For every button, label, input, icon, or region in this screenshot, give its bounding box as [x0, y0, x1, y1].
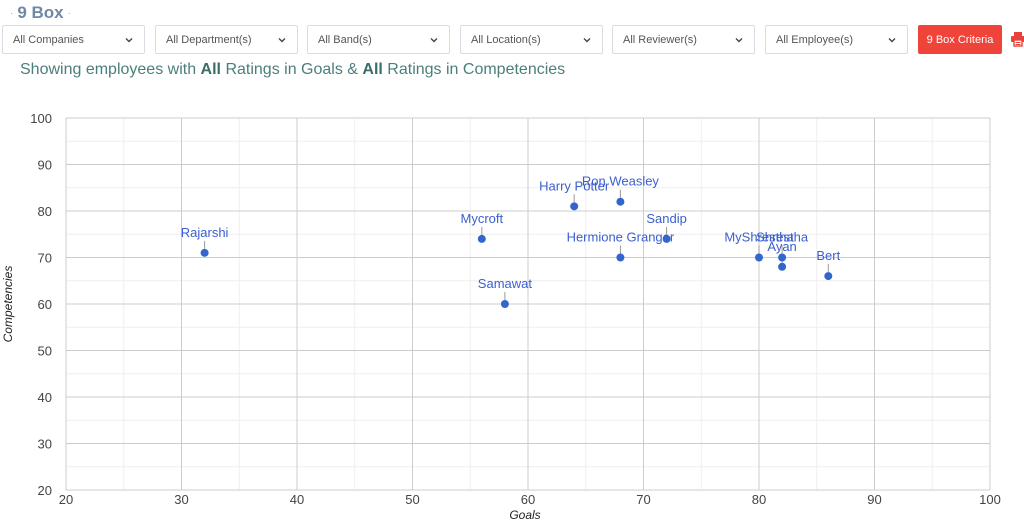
y-tick-label: 50 — [38, 344, 52, 359]
data-point — [477, 234, 486, 243]
data-point — [616, 197, 625, 206]
y-axis-title: Competencies — [1, 266, 15, 343]
data-point — [755, 253, 763, 262]
nine-box-scatter-chart: 20 30 40 50 60 70 80 90 100 20 30 40 50 60 70 80 90 100 Go… — [1, 111, 1001, 522]
chevron-down-icon — [582, 35, 592, 45]
filter-label: All Location(s) — [471, 33, 541, 46]
y-tick-label: 20 — [38, 483, 52, 498]
chart-subtitle: Showing employees with All Ratings in Go… — [20, 61, 565, 83]
data-point — [200, 248, 209, 257]
y-tick-label: 90 — [38, 158, 52, 173]
filter-bar: All Companies All Department(s) All Band… — [2, 25, 1024, 54]
chevron-down-icon — [429, 35, 439, 45]
x-tick-label: 60 — [521, 492, 535, 507]
title-dot-left: · — [10, 7, 14, 19]
point-label: Sandip — [646, 211, 686, 226]
x-tick-label: 40 — [290, 492, 304, 507]
data-point — [662, 234, 671, 243]
point-label: Ron Weasley — [582, 174, 660, 189]
filter-employee[interactable]: All Employee(s) — [765, 25, 908, 54]
filter-label: All Companies — [13, 33, 84, 46]
point-label: Samawat — [478, 276, 533, 291]
chevron-down-icon — [734, 35, 744, 45]
data-point — [570, 202, 579, 211]
nine-box-criteria-button[interactable]: 9 Box Criteria — [918, 25, 1002, 54]
subtitle-middle: Ratings in Goals & — [221, 61, 363, 78]
point-label: Hermione Granger — [567, 230, 675, 245]
filter-label: All Department(s) — [166, 33, 252, 46]
data-point — [824, 272, 833, 281]
subtitle-suffix: Ratings in Competencies — [382, 61, 566, 78]
y-tick-label: 60 — [38, 297, 52, 312]
x-axis-title: Goals — [509, 508, 540, 522]
filter-label: All Reviewer(s) — [623, 33, 697, 46]
title-dot-right: · — [67, 7, 71, 19]
filter-reviewer[interactable]: All Reviewer(s) — [612, 25, 755, 54]
competencies-filter-value: All — [362, 61, 383, 78]
y-tick-label: 30 — [38, 437, 52, 452]
filter-label: All Band(s) — [318, 33, 372, 46]
filter-department[interactable]: All Department(s) — [155, 25, 298, 54]
y-tick-label: 100 — [30, 111, 52, 126]
x-tick-label: 90 — [867, 492, 881, 507]
filter-band[interactable]: All Band(s) — [307, 25, 450, 54]
x-tick-label: 100 — [979, 492, 1001, 507]
filter-location[interactable]: All Location(s) — [460, 25, 603, 54]
x-tick-label: 30 — [174, 492, 188, 507]
point-label: Mycroft — [460, 211, 503, 226]
y-tick-label: 80 — [38, 204, 52, 219]
chevron-down-icon — [124, 35, 134, 45]
data-point — [778, 253, 787, 262]
data-point — [500, 300, 509, 308]
x-tick-label: 50 — [405, 492, 419, 507]
point-label: Harry Potter — [539, 178, 610, 193]
subtitle-prefix: Showing employees with — [20, 61, 201, 78]
point-label: Bert — [816, 248, 840, 263]
point-label: Shrestha — [756, 230, 809, 245]
x-tick-label: 80 — [752, 492, 766, 507]
chevron-down-icon — [887, 35, 897, 45]
filter-companies[interactable]: All Companies — [2, 25, 145, 54]
point-label: MyShrestha — [724, 230, 794, 245]
filter-label: All Employee(s) — [776, 33, 854, 46]
y-tick-label: 40 — [38, 390, 52, 405]
point-label: Rajarshi — [181, 225, 229, 240]
x-tick-label: 20 — [59, 492, 73, 507]
data-point — [616, 253, 625, 262]
y-tick-label: 70 — [38, 251, 52, 266]
page-title-text: 9 Box — [17, 3, 64, 22]
goals-filter-value: All — [200, 61, 221, 78]
data-point — [778, 262, 787, 271]
chevron-down-icon — [277, 35, 287, 45]
page-title: · 9 Box · — [10, 2, 71, 24]
x-tick-label: 70 — [636, 492, 650, 507]
print-icon[interactable] — [1010, 31, 1024, 47]
